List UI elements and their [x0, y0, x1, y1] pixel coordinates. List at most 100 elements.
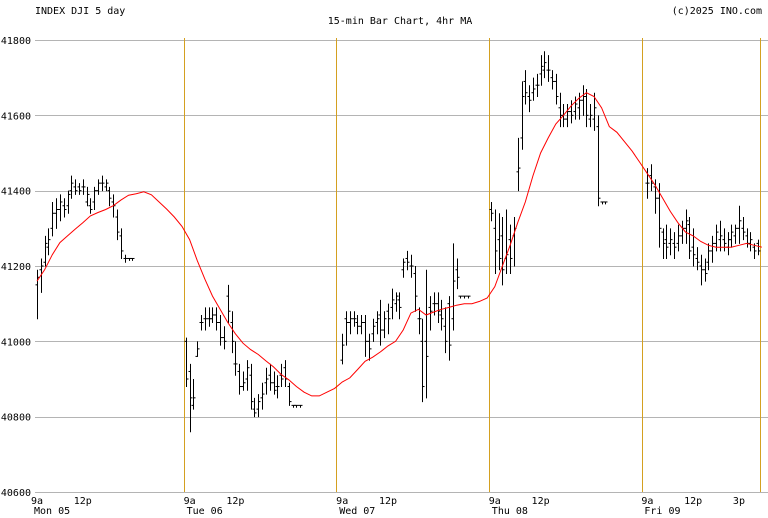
- price-bar-49: [222, 326, 227, 350]
- price-bar-172: [691, 228, 696, 267]
- price-bar-15: [92, 186, 97, 210]
- price-bar-134: [546, 55, 551, 82]
- y-tick-label-41800: 41800: [1, 36, 31, 47]
- price-bar-43: [199, 314, 204, 331]
- price-bar-182: [729, 224, 734, 248]
- price-bar-42: [195, 341, 200, 357]
- price-bar-92: [386, 303, 391, 335]
- price-bar-8: [66, 190, 71, 214]
- price-bar-39: [184, 337, 189, 388]
- price-bar-96: [401, 258, 406, 278]
- price-bar-12: [81, 179, 86, 195]
- price-bar-83: [352, 311, 357, 327]
- price-bar-1: [39, 258, 44, 293]
- price-bar-88: [371, 318, 376, 342]
- price-bar-143: [581, 85, 586, 116]
- price-bar-64: [279, 363, 284, 388]
- price-bar-171: [687, 217, 692, 259]
- price-bar-177: [710, 235, 715, 263]
- x-tick-label-8: 9a: [641, 496, 653, 507]
- price-bar-120: [493, 209, 498, 275]
- price-bar-179: [718, 220, 723, 252]
- price-bar-13: [85, 186, 90, 207]
- price-bar-110: [455, 258, 460, 290]
- price-bar-126: [516, 137, 521, 192]
- price-bar-168: [676, 224, 681, 252]
- x-tick-label-5: 12p: [379, 496, 397, 507]
- price-bar-81: [344, 311, 349, 346]
- price-bar-119: [489, 201, 494, 222]
- moving-average-path: [36, 92, 763, 397]
- price-bar-51: [230, 311, 235, 354]
- price-bar-145: [588, 104, 593, 128]
- price-bar-86: [363, 314, 368, 357]
- price-bar-128: [523, 70, 528, 105]
- x-day-label-8: Fri 09: [644, 506, 680, 517]
- price-bar-107: [443, 307, 448, 354]
- gridlines: [35, 40, 768, 493]
- price-bar-44: [203, 307, 208, 331]
- x-day-label-0: Mon 05: [34, 506, 70, 517]
- price-bar-82: [348, 311, 353, 335]
- price-bar-57: [252, 397, 257, 418]
- price-bar-47: [214, 307, 219, 331]
- price-bar-63: [275, 375, 280, 399]
- y-tick-label-41200: 41200: [1, 262, 31, 273]
- price-bar-0: [35, 269, 40, 320]
- price-bar-98: [409, 254, 414, 278]
- price-bar-10: [73, 179, 78, 195]
- price-bars: [35, 51, 761, 433]
- price-bar-4: [50, 201, 55, 237]
- price-bar-147: [596, 115, 601, 207]
- y-axis-labels: 40600 40800 41000 41200 41400 41600 41800: [1, 36, 31, 499]
- price-bar-121: [497, 213, 502, 271]
- price-bar-186: [745, 228, 750, 248]
- price-bar-165: [664, 224, 669, 259]
- chart-title: 15-min Bar Chart, 4hr MA: [328, 16, 473, 27]
- price-bar-146: [592, 92, 597, 131]
- price-bar-9: [69, 175, 74, 199]
- price-bar-124: [508, 224, 513, 275]
- price-bar-50: [226, 284, 231, 323]
- price-bar-46: [210, 307, 215, 323]
- price-bar-174: [699, 254, 704, 286]
- price-bar-69: [298, 404, 303, 408]
- price-bar-169: [680, 220, 685, 244]
- price-bar-101: [420, 318, 425, 403]
- x-tick-label-9: 12p: [684, 496, 702, 507]
- day-separators: [184, 38, 761, 492]
- x-tick-label-6: 9a: [489, 496, 501, 507]
- price-bar-17: [100, 175, 105, 192]
- price-bar-149: [603, 201, 608, 205]
- price-bar-53: [237, 363, 242, 395]
- y-tick-label-41400: 41400: [1, 187, 31, 198]
- x-tick-label-2: 9a: [184, 496, 196, 507]
- price-bar-123: [504, 209, 509, 275]
- price-bar-106: [439, 299, 444, 331]
- price-bar-89: [375, 311, 380, 335]
- price-bar-54: [241, 371, 246, 391]
- price-bar-176: [706, 243, 711, 271]
- price-bar-170: [684, 209, 689, 244]
- x-day-label-2: Tue 06: [187, 506, 223, 517]
- price-bar-173: [695, 247, 700, 271]
- price-bar-97: [405, 250, 410, 271]
- price-bar-133: [542, 51, 547, 79]
- price-bar-80: [340, 333, 345, 365]
- chart-symbol-label: INDEX DJI 5 day: [35, 6, 125, 17]
- price-bar-22: [119, 228, 124, 259]
- price-bar-18: [104, 179, 109, 192]
- price-bar-113: [466, 295, 471, 299]
- price-bar-139: [565, 104, 570, 128]
- price-bar-56: [249, 363, 254, 410]
- price-bar-131: [535, 73, 540, 97]
- copyright-label: (c)2025 INO.com: [672, 6, 762, 17]
- x-tick-label-10: 3p: [733, 496, 745, 507]
- price-bar-109: [451, 243, 456, 331]
- price-bar-175: [703, 258, 708, 282]
- price-bar-108: [447, 296, 452, 361]
- price-bar-23: [123, 254, 128, 263]
- y-tick-label-41000: 41000: [1, 337, 31, 348]
